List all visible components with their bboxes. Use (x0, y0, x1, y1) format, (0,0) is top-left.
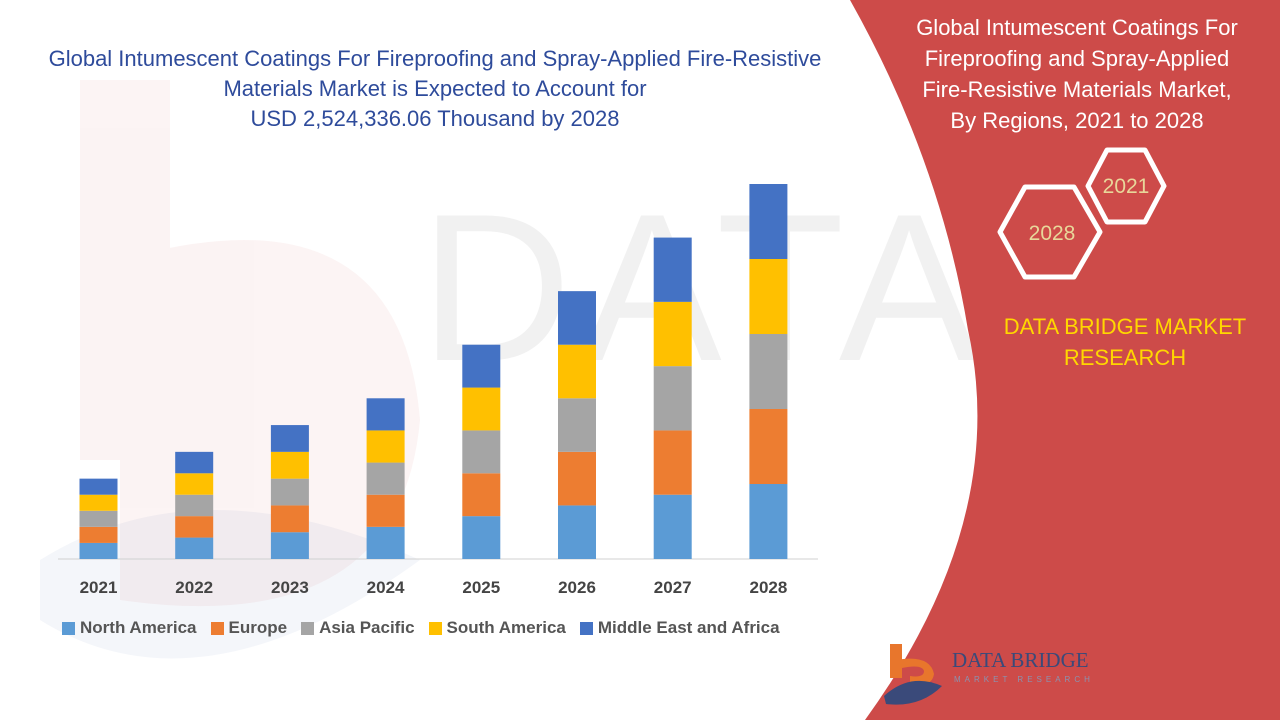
bar-2021-north-america (79, 542, 118, 559)
year-hexagons: 2021 2028 (997, 147, 1167, 280)
x-tick-label-2027: 2027 (654, 578, 692, 597)
x-tick-label-2021: 2021 (80, 578, 118, 597)
legend-item-middle-east-and-africa: Middle East and Africa (579, 618, 780, 638)
chart-title: Global Intumescent Coatings For Fireproo… (10, 44, 860, 134)
bar-2027-middle-east-and-africa (653, 237, 692, 302)
bar-2023-south-america (270, 451, 309, 479)
x-tick-label-2024: 2024 (367, 578, 405, 597)
bar-2021-europe (79, 526, 118, 543)
bar-2024-north-america (366, 526, 405, 559)
legend-swatch-europe (210, 621, 224, 635)
legend-label-south-america: South America (446, 618, 566, 637)
legend-swatch-asia-pacific (301, 621, 315, 635)
legend-swatch-north-america (62, 621, 75, 635)
x-tick-label-2022: 2022 (175, 578, 213, 597)
bar-2022-asia-pacific (175, 494, 214, 517)
data-bridge-logo-icon (884, 644, 942, 705)
bar-2022-south-america (175, 473, 214, 495)
legend-swatch-south-america (428, 621, 442, 635)
bar-2021-middle-east-and-africa (79, 478, 118, 495)
bar-2023-north-america (270, 532, 309, 559)
bar-2028-north-america (749, 484, 788, 559)
x-tick-label-2026: 2026 (558, 578, 596, 597)
bar-2021-south-america (79, 494, 118, 511)
side-title-line-1: Global Intumescent Coatings For (916, 15, 1238, 40)
brand-line-2: RESEARCH (1063, 345, 1187, 370)
legend-item-asia-pacific: Asia Pacific (301, 618, 415, 638)
bar-2022-europe (175, 516, 214, 538)
brand-name: DATA BRIDGE MARKET RESEARCH (960, 311, 1280, 373)
bar-2025-europe (462, 473, 501, 517)
bar-2026-north-america (558, 505, 596, 559)
stacked-bar-chart: 2021 2022 2023 2024 2025 2026 2027 2028 (58, 184, 818, 597)
side-title-line-3: Fire-Resistive Materials Market, (922, 77, 1232, 102)
bar-2028-south-america (749, 259, 788, 334)
bar-2026-middle-east-and-africa (558, 291, 596, 345)
bar-2028-middle-east-and-africa (749, 184, 788, 259)
bar-2025-north-america (462, 516, 501, 559)
bar-2026-asia-pacific (558, 398, 596, 452)
legend-item-south-america: South America (428, 618, 566, 638)
bar-2028-asia-pacific (749, 334, 788, 409)
legend-label-europe: Europe (228, 618, 288, 637)
bar-2023-europe (270, 505, 309, 533)
hexagon-2028 (997, 184, 1103, 280)
bar-2024-asia-pacific (366, 462, 405, 495)
bar-2026-south-america (558, 344, 596, 399)
chart-title-line-1: Global Intumescent Coatings For Fireproo… (48, 46, 822, 71)
chart-legend: North America Europe Asia Pacific South Ame… (62, 617, 794, 639)
legend-label-north-america: North America (80, 618, 197, 637)
bar-2026-europe (558, 451, 596, 506)
x-tick-label-2028: 2028 (749, 578, 787, 597)
bar-2027-north-america (653, 494, 692, 559)
legend-item-europe: Europe (210, 618, 288, 638)
x-tick-label-2023: 2023 (271, 578, 309, 597)
bar-2023-asia-pacific (270, 478, 309, 506)
bar-2023-middle-east-and-africa (270, 425, 309, 452)
bar-2028-europe (749, 409, 788, 484)
legend-label-middle-east-and-africa: Middle East and Africa (597, 618, 780, 637)
chart-title-line-3: USD 2,524,336.06 Thousand by 2028 (250, 106, 620, 131)
chart-title-line-2: Materials Market is Expected to Account … (223, 76, 647, 101)
bar-2025-middle-east-and-africa (462, 344, 501, 388)
legend-swatch-middle-east-and-africa (579, 621, 593, 635)
bar-2024-south-america (366, 430, 405, 463)
side-title: Global Intumescent Coatings For Fireproo… (880, 12, 1274, 136)
x-tick-label-2025: 2025 (462, 578, 500, 597)
side-title-line-4: By Regions, 2021 to 2028 (950, 108, 1204, 133)
hexagon-2021-label: 2021 (1103, 175, 1150, 198)
bar-2024-europe (366, 494, 405, 527)
bar-2025-south-america (462, 387, 501, 431)
bar-2022-middle-east-and-africa (175, 451, 214, 474)
bar-2021-asia-pacific (79, 510, 118, 527)
bar-2027-asia-pacific (653, 366, 692, 431)
bar-2022-north-america (175, 537, 214, 559)
bar-2027-south-america (653, 301, 692, 367)
bar-2024-middle-east-and-africa (366, 398, 405, 431)
legend-label-asia-pacific: Asia Pacific (319, 618, 415, 637)
hexagon-2028-label: 2028 (1029, 222, 1076, 245)
legend-item-north-america: North America (62, 618, 197, 638)
brand-line-1: DATA BRIDGE MARKET (1003, 314, 1247, 339)
bar-2027-europe (653, 430, 692, 495)
bar-2025-asia-pacific (462, 430, 501, 474)
logo-subtitle: MARKET RESEARCH (954, 675, 1094, 684)
hexagon-2021 (1085, 147, 1167, 225)
logo-name: DATA BRIDGE (952, 648, 1089, 672)
side-title-line-2: Fireproofing and Spray-Applied (924, 46, 1230, 71)
